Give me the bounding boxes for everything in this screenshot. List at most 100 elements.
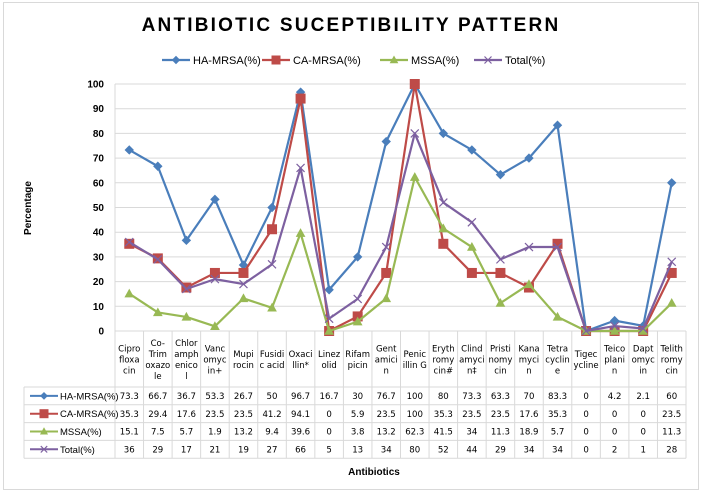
category-label: Rifam picin (345, 350, 370, 371)
category-label-line: rocin (233, 361, 254, 371)
table-cell: 35.3 (548, 410, 567, 420)
table-cell: 7.5 (151, 428, 165, 438)
table-cell: 17.6 (519, 410, 538, 420)
data-point (524, 153, 534, 163)
y-tick-label: 100 (87, 80, 104, 91)
category-label: Dapt omyc in (632, 345, 656, 377)
series-lines (124, 79, 677, 336)
legend-item-ca-mrsa: CA-MRSA(%) (262, 55, 361, 67)
y-axis-title: Percentage (23, 181, 34, 235)
table-cell: 28 (666, 446, 677, 456)
table-cell: 34 (552, 446, 563, 456)
table-cell: 52 (438, 446, 449, 456)
legend-marker-triangle-icon (389, 55, 399, 64)
data-point (239, 279, 248, 289)
table-row: MSSA(%) 15.1 7.5 5.7 1.9 13.2 9.4 39.6 0 3.8 13.2 6… (30, 427, 681, 438)
table-cell: 29.4 (148, 410, 167, 420)
category-label-line: cin (666, 367, 678, 377)
data-point (495, 267, 506, 278)
table-cell: 0 (583, 428, 588, 438)
category-label-line: in+ (207, 367, 222, 377)
row-label: MSSA(%) (60, 427, 102, 438)
data-point (524, 242, 534, 252)
table-cell: 36.7 (177, 392, 196, 402)
marker-stroke (381, 242, 391, 252)
table-cell: 3.8 (351, 428, 365, 438)
table-cell: 15.1 (120, 428, 139, 438)
marker-stroke (40, 445, 48, 453)
table-cell: 1 (640, 446, 645, 456)
category-label-line: amph (174, 350, 198, 360)
row-label: HA-MRSA(%) (60, 391, 119, 402)
table-cell: 0 (583, 410, 588, 420)
table-cell: 35.3 (434, 410, 453, 420)
table-cell: 36 (124, 446, 135, 456)
table-cell: 17.6 (177, 410, 196, 420)
category-label-line: n (384, 367, 389, 377)
table-cell: 23.5 (205, 410, 224, 420)
data-point (153, 254, 163, 264)
category-label: Penic illin G (403, 350, 427, 371)
data-point (438, 128, 449, 139)
table-cell: 9.4 (265, 428, 279, 438)
category-label-line: picin (348, 361, 368, 371)
marker-stroke (667, 257, 677, 267)
category-label: Co-Trim oxazo le (145, 339, 170, 382)
category-label: Clind amyci n‡ (459, 345, 485, 377)
marker-stroke (353, 294, 363, 304)
marker-stroke (210, 274, 220, 284)
series-line (128, 176, 673, 333)
data-point (267, 202, 277, 213)
legend-marker-square-icon (271, 55, 281, 65)
legend-item-ha-mrsa: HA-MRSA(%) (162, 55, 261, 67)
category-label-line: Mupi (233, 350, 253, 360)
category-label-line: cin (494, 367, 506, 377)
table-cell: 13.2 (234, 428, 253, 438)
category-label-line: e (555, 367, 560, 377)
legend-marker-x-icon (484, 56, 492, 64)
marker-stroke (153, 254, 163, 264)
data-point (553, 242, 562, 252)
table-cell: 5 (326, 446, 331, 456)
data-point (210, 194, 220, 205)
category-label-line: illin G (403, 361, 427, 371)
table-cell: 41.2 (262, 410, 281, 420)
y-tick-label: 90 (93, 104, 105, 115)
category-label-line: Vanc (205, 345, 226, 355)
data-point (610, 321, 620, 331)
category-label-line: Chlor (175, 339, 198, 349)
category-label-line: le (154, 372, 162, 382)
data-point (667, 178, 677, 188)
data-point (381, 267, 392, 278)
x-axis-title: Antibiotics (348, 467, 400, 478)
row-legend-square-icon (39, 409, 49, 419)
marker-stroke (267, 259, 277, 269)
table-cell: 5.9 (351, 410, 365, 420)
table-cell: 70 (524, 392, 535, 402)
category-label-line: Cipro (118, 345, 140, 355)
data-point (381, 136, 391, 147)
table-row: HA-MRSA(%) 73.3 66.7 36.7 53.3 26.7 50 96.7 16.7… (30, 391, 677, 402)
category-label: Kana myci n (518, 345, 539, 377)
data-point (353, 294, 363, 304)
y-tick-label: 30 (93, 252, 105, 263)
table-cell: 63.3 (491, 392, 510, 402)
legend-item-mssa: MSSA(%) (380, 55, 459, 67)
table-cell: 66 (295, 446, 306, 456)
category-label-line: Gent (376, 345, 397, 355)
data-point (438, 223, 449, 233)
data-point (381, 293, 392, 303)
data-point (238, 267, 249, 278)
data-point (181, 311, 192, 321)
table-cell: 34 (381, 446, 392, 456)
data-point (181, 284, 191, 294)
table-cell: 11.3 (491, 428, 510, 438)
category-label-line: n‡ (467, 367, 477, 377)
table-cell: 29 (495, 446, 506, 456)
table-cell: 0 (612, 428, 617, 438)
category-label-line: amyci (459, 356, 485, 366)
data-point (296, 163, 305, 173)
category-label-line: cin (123, 367, 135, 377)
marker-stroke (410, 128, 420, 138)
